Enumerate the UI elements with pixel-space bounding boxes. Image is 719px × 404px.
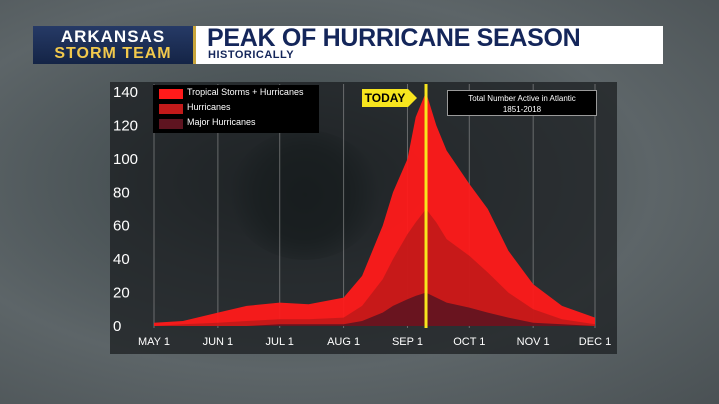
x-tick-label-6: NOV 1 [517,336,550,348]
brand-line2: STORM TEAM [54,45,172,62]
page-subtitle: HISTORICALLY [208,49,295,61]
x-tick-label-5: OCT 1 [453,336,485,348]
legend-swatch-tropical [159,89,183,99]
x-tick-label-4: SEP 1 [392,336,423,348]
info-box: Total Number Active in Atlantic 1851-201… [447,90,597,116]
chart-legend: Tropical Storms + Hurricanes Hurricanes … [153,85,319,133]
y-tick-label-140: 140 [113,84,138,101]
brand-line1: ARKANSAS [60,27,166,46]
y-tick-label-120: 120 [113,117,138,134]
y-tick-label-0: 0 [113,318,121,335]
x-tick-label-3: AUG 1 [327,336,360,348]
y-tick-labels: 0 20 40 60 80 100 120 140 [113,84,138,335]
series-area-2 [154,292,595,326]
y-tick-label-20: 20 [113,285,130,302]
x-tick-label-2: JUL 1 [266,336,294,348]
legend-label-hurricanes: Hurricanes [187,102,231,112]
legend-swatch-hurricanes [159,104,183,114]
y-tick-label-40: 40 [113,251,130,268]
x-tick-label-7: DEC 1 [579,336,611,348]
info-line1: Total Number Active in Atlantic [468,94,576,103]
info-line2: 1851-2018 [502,105,542,114]
x-tick-labels: MAY 1 JUN 1 JUL 1 AUG 1 SEP 1 OCT 1 NOV 1 DEC 1 [138,336,611,348]
today-label: TODAY [362,89,408,107]
page-title: PEAK OF HURRICANE SEASON [207,24,581,52]
y-tick-label-60: 60 [113,218,130,235]
x-tick-label-0: MAY 1 [138,336,170,348]
x-tick-label-1: JUN 1 [203,336,234,348]
series-area-1 [154,209,595,326]
area-layer [154,92,595,326]
legend-swatch-major [159,119,183,129]
y-tick-label-80: 80 [113,184,130,201]
legend-label-tropical: Tropical Storms + Hurricanes [187,87,304,97]
y-tick-label-100: 100 [113,151,138,168]
legend-label-major: Major Hurricanes [187,117,256,127]
series-area-0 [154,92,595,326]
today-arrow-icon [408,89,417,107]
brand-logo: ARKANSAS STORM TEAM [33,26,196,64]
